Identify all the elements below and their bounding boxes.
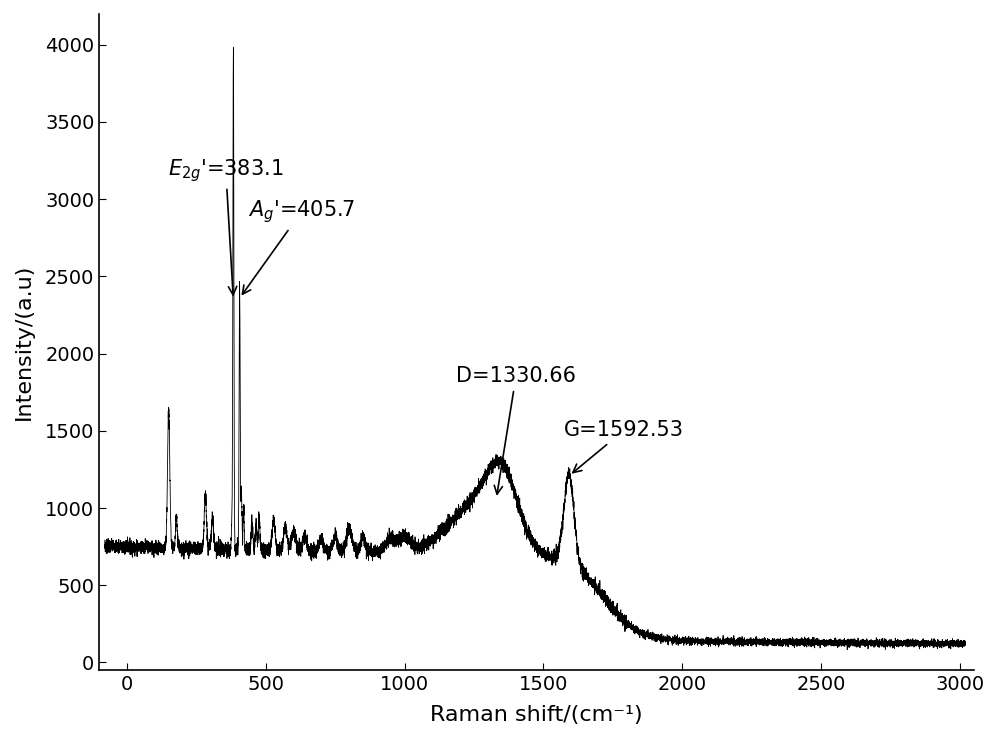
Text: $E_{2g}$'=383.1: $E_{2g}$'=383.1 [168,157,284,295]
Text: $A_g$'=405.7: $A_g$'=405.7 [242,199,355,294]
Y-axis label: Intensity/(a.u): Intensity/(a.u) [14,264,34,420]
Text: D=1330.66: D=1330.66 [456,366,576,494]
X-axis label: Raman shift/(cm⁻¹): Raman shift/(cm⁻¹) [430,705,643,725]
Text: G=1592.53: G=1592.53 [564,420,684,473]
